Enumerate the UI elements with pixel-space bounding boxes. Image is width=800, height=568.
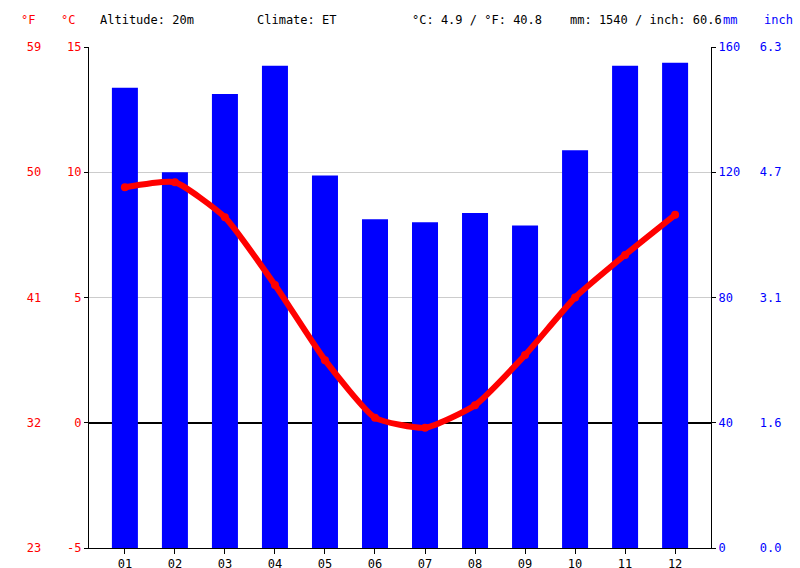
- svg-text:-5: -5: [67, 541, 81, 555]
- svg-text:50: 50: [27, 165, 41, 179]
- svg-text:02: 02: [168, 557, 182, 568]
- svg-text:0: 0: [74, 416, 81, 430]
- svg-text:04: 04: [268, 557, 282, 568]
- svg-text:0: 0: [719, 541, 726, 555]
- svg-text:160: 160: [719, 40, 741, 54]
- svg-text:80: 80: [719, 291, 733, 305]
- svg-text:°C: 4.9 / °F: 40.8: °C: 4.9 / °F: 40.8: [412, 13, 542, 27]
- svg-text:03: 03: [218, 557, 232, 568]
- svg-text:inch: inch: [764, 13, 793, 27]
- svg-text:0.0: 0.0: [760, 541, 782, 555]
- svg-text:mm: mm: [723, 13, 737, 27]
- svg-text:5: 5: [74, 291, 81, 305]
- svg-text:10: 10: [67, 165, 81, 179]
- svg-text:120: 120: [719, 165, 741, 179]
- svg-text:Altitude: 20m: Altitude: 20m: [100, 13, 194, 27]
- svg-text:10: 10: [568, 557, 582, 568]
- svg-text:3.1: 3.1: [760, 291, 782, 305]
- svg-text:05: 05: [318, 557, 332, 568]
- svg-text:23: 23: [27, 541, 41, 555]
- svg-text:32: 32: [27, 416, 41, 430]
- svg-text:08: 08: [468, 557, 482, 568]
- svg-text:4.7: 4.7: [760, 165, 782, 179]
- svg-text:59: 59: [27, 40, 41, 54]
- svg-text:mm: 1540 / inch: 60.6: mm: 1540 / inch: 60.6: [570, 13, 722, 27]
- svg-text:01: 01: [118, 557, 132, 568]
- svg-text:6.3: 6.3: [760, 40, 782, 54]
- svg-text:°C: °C: [61, 13, 75, 27]
- svg-text:1.6: 1.6: [760, 416, 782, 430]
- svg-text:Climate: ET: Climate: ET: [257, 13, 336, 27]
- svg-text:11: 11: [618, 557, 632, 568]
- svg-text:15: 15: [67, 40, 81, 54]
- svg-text:40: 40: [719, 416, 733, 430]
- svg-text:07: 07: [418, 557, 432, 568]
- svg-text:12: 12: [668, 557, 682, 568]
- svg-text:41: 41: [27, 291, 41, 305]
- svg-text:06: 06: [368, 557, 382, 568]
- svg-text:°F: °F: [21, 13, 35, 27]
- svg-text:09: 09: [518, 557, 532, 568]
